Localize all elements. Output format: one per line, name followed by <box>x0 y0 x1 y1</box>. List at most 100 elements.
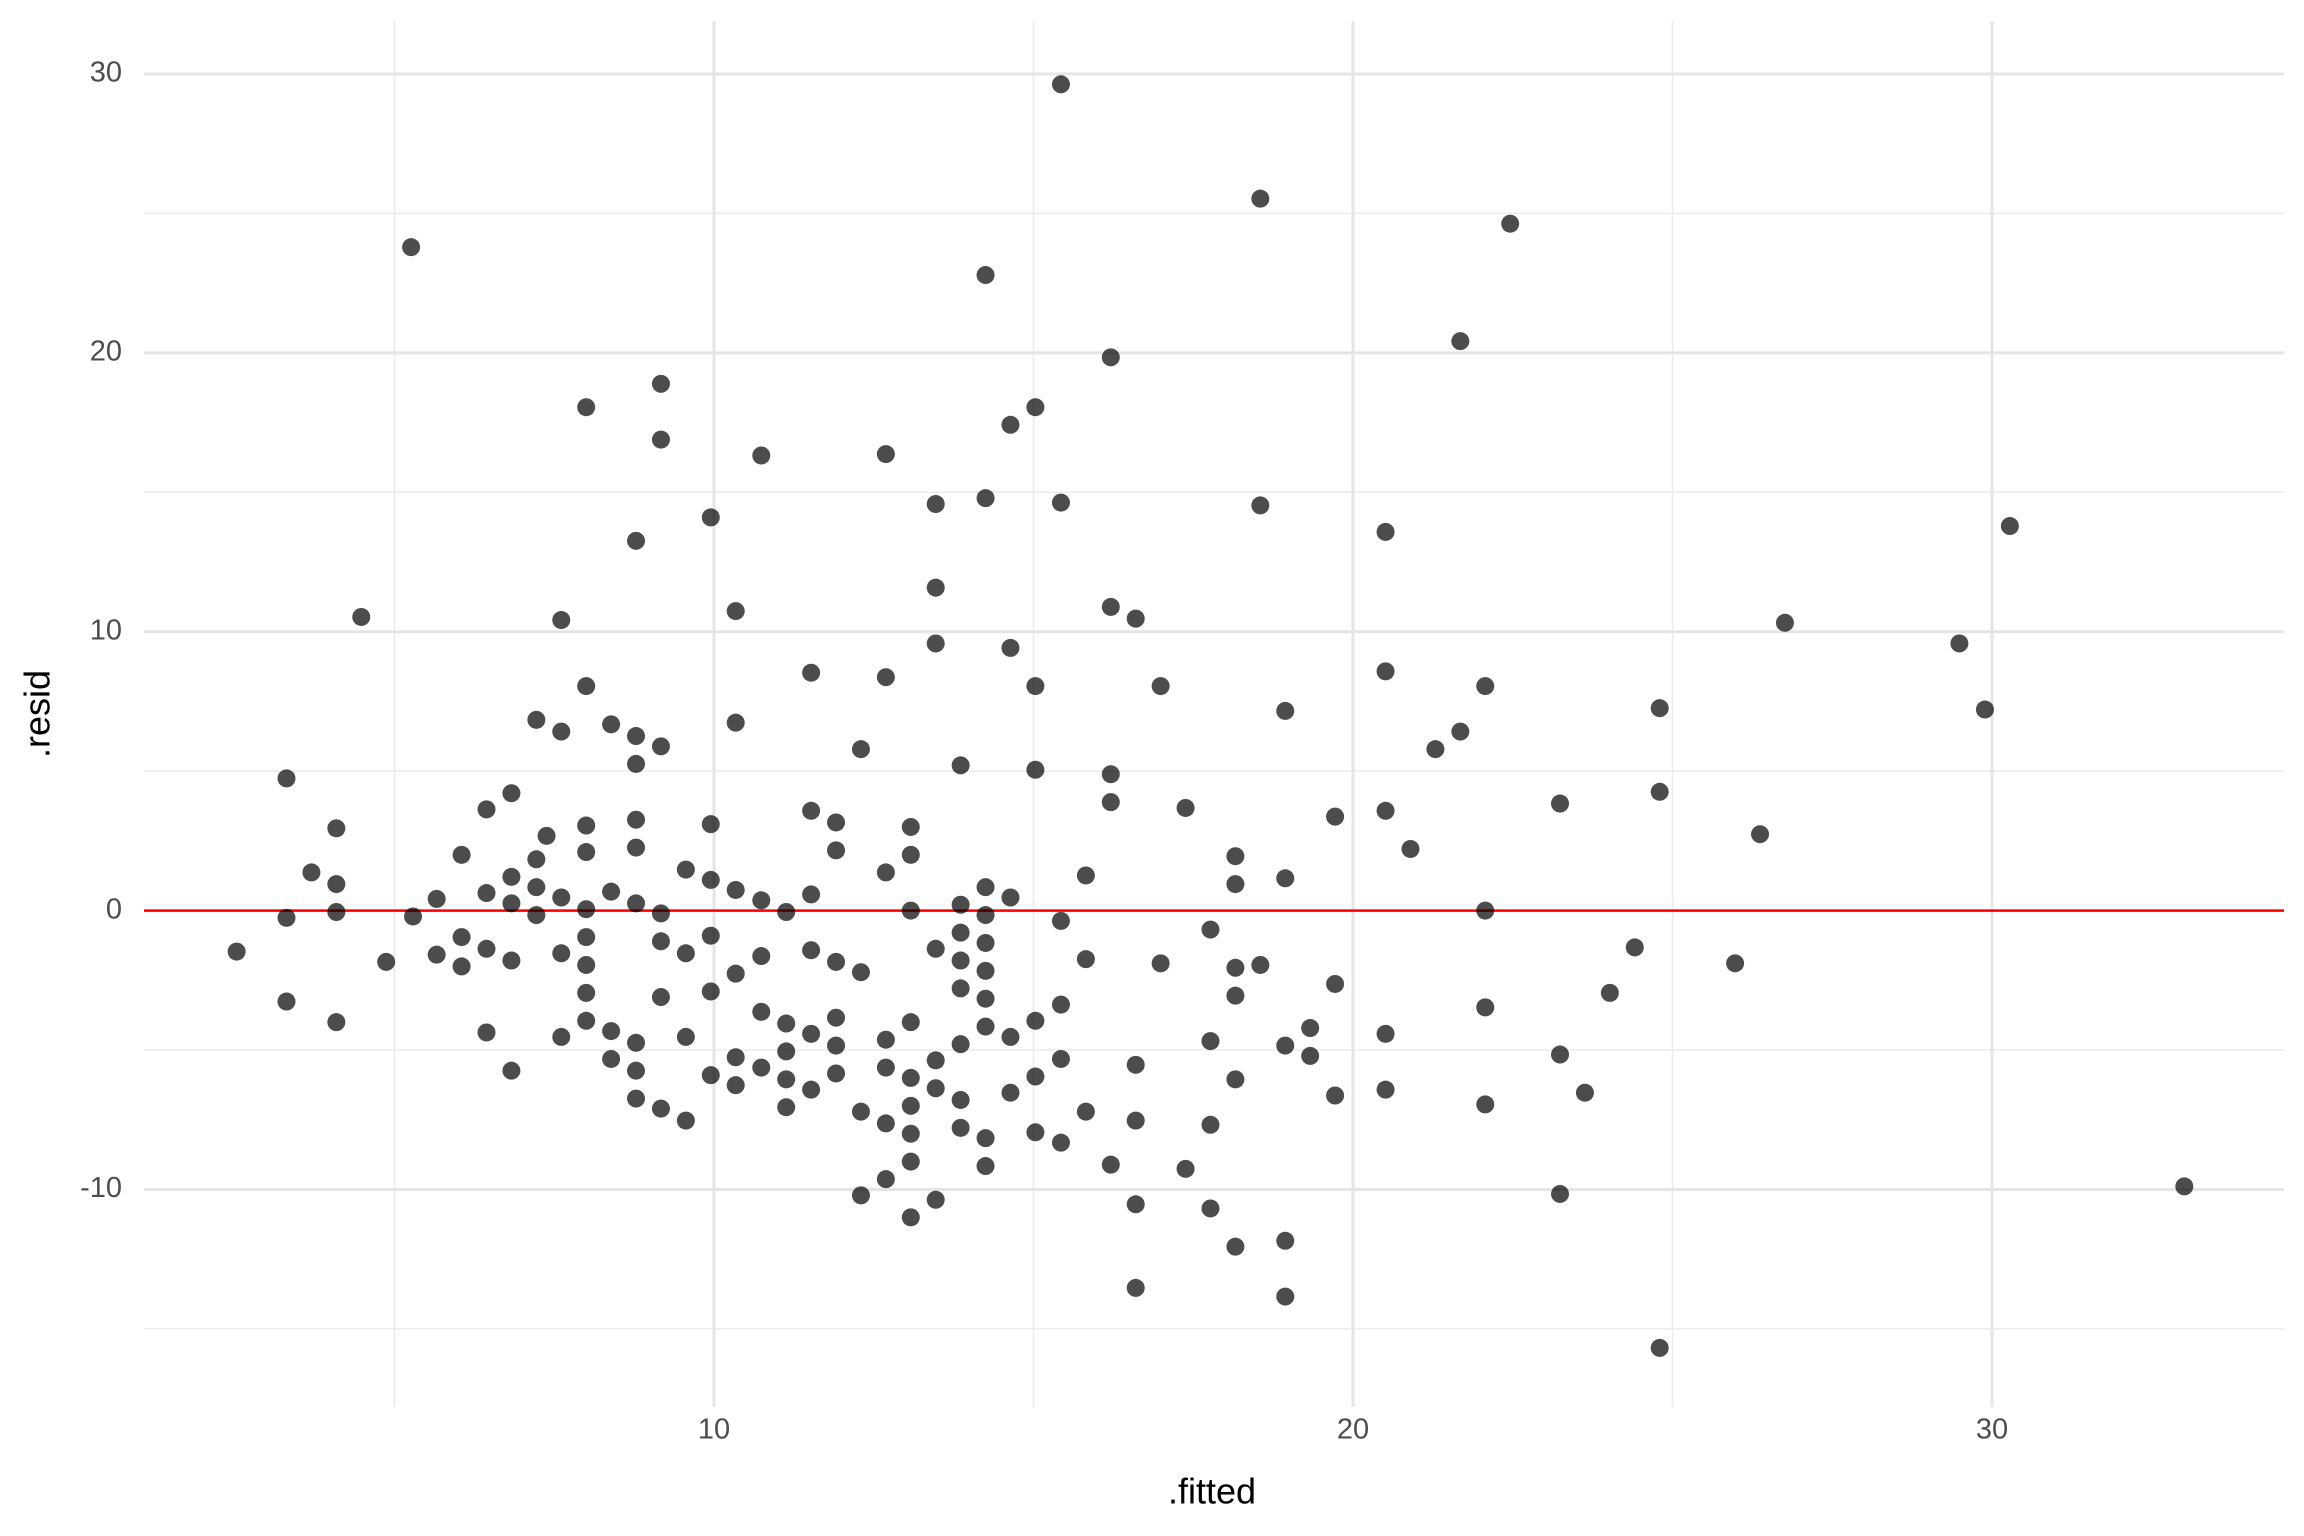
point <box>901 1068 920 1087</box>
point <box>1476 998 1495 1017</box>
point <box>726 880 745 899</box>
point <box>1451 332 1470 351</box>
point <box>1026 398 1045 417</box>
point <box>1026 677 1045 696</box>
point <box>926 578 945 597</box>
point <box>577 983 596 1002</box>
point <box>876 1114 895 1133</box>
point <box>602 1022 621 1041</box>
point <box>926 495 945 514</box>
point <box>777 903 796 921</box>
point <box>1001 888 1020 907</box>
point <box>1376 1080 1395 1099</box>
point <box>277 992 296 1011</box>
point <box>901 1208 920 1227</box>
point <box>726 602 745 621</box>
point <box>1326 974 1345 993</box>
point <box>1551 794 1570 813</box>
point <box>876 668 895 687</box>
point <box>802 885 821 904</box>
point <box>1001 415 1020 434</box>
point <box>951 923 970 942</box>
point <box>851 963 870 982</box>
point <box>777 1070 796 1089</box>
point <box>577 843 596 862</box>
point <box>651 904 670 923</box>
point <box>926 939 945 958</box>
point <box>901 817 920 836</box>
point <box>277 769 296 788</box>
point <box>477 884 496 903</box>
point <box>402 238 421 257</box>
point <box>1076 1102 1095 1121</box>
point <box>827 841 846 860</box>
point <box>1600 983 1619 1002</box>
point <box>802 1080 821 1099</box>
point <box>701 508 720 527</box>
point <box>1201 1115 1220 1134</box>
point <box>926 1079 945 1098</box>
point <box>1476 677 1495 696</box>
point <box>851 740 870 759</box>
point <box>827 1064 846 1083</box>
point <box>352 607 371 626</box>
point <box>1201 1199 1220 1218</box>
point <box>926 1051 945 1070</box>
point <box>1276 1231 1295 1250</box>
point <box>1726 954 1745 973</box>
point <box>951 895 970 914</box>
point <box>627 1033 646 1052</box>
point <box>1126 1111 1145 1130</box>
point <box>1176 1159 1195 1178</box>
point <box>1051 1133 1070 1152</box>
point <box>1101 793 1120 812</box>
y-axis-title: .resid <box>17 670 58 758</box>
point <box>976 878 995 897</box>
point <box>1551 1184 1570 1203</box>
point <box>1426 740 1445 759</box>
point <box>577 955 596 974</box>
point <box>1226 1237 1245 1256</box>
point <box>1201 1032 1220 1051</box>
point <box>502 894 521 913</box>
point <box>537 826 556 845</box>
point <box>876 1030 895 1049</box>
point <box>827 813 846 832</box>
point <box>527 850 546 869</box>
point <box>1751 825 1770 844</box>
point <box>726 1048 745 1067</box>
point <box>901 1013 920 1032</box>
point <box>1376 662 1395 681</box>
point <box>777 1014 796 1033</box>
point <box>1051 1049 1070 1068</box>
point <box>1126 1055 1145 1074</box>
point <box>477 939 496 958</box>
point <box>951 1118 970 1137</box>
point <box>1026 1123 1045 1142</box>
point <box>452 957 471 976</box>
point <box>802 1024 821 1043</box>
point <box>502 867 521 886</box>
point <box>1226 847 1245 866</box>
point <box>1001 1083 1020 1102</box>
point <box>1126 609 1145 628</box>
point <box>1451 722 1470 741</box>
point <box>502 784 521 803</box>
point <box>1051 995 1070 1014</box>
point <box>752 446 771 465</box>
point <box>1251 496 1270 515</box>
point <box>676 1111 695 1130</box>
point <box>502 1061 521 1080</box>
point <box>651 988 670 1007</box>
point <box>1950 634 1969 653</box>
point <box>1226 875 1245 894</box>
point <box>1151 954 1170 973</box>
point <box>377 952 396 971</box>
y-tick-label: 20 <box>90 336 122 368</box>
point <box>527 710 546 729</box>
point <box>676 944 695 963</box>
y-tick-label: -10 <box>80 1172 122 1204</box>
point <box>477 1023 496 1042</box>
point <box>227 942 246 961</box>
point <box>1301 1019 1320 1038</box>
